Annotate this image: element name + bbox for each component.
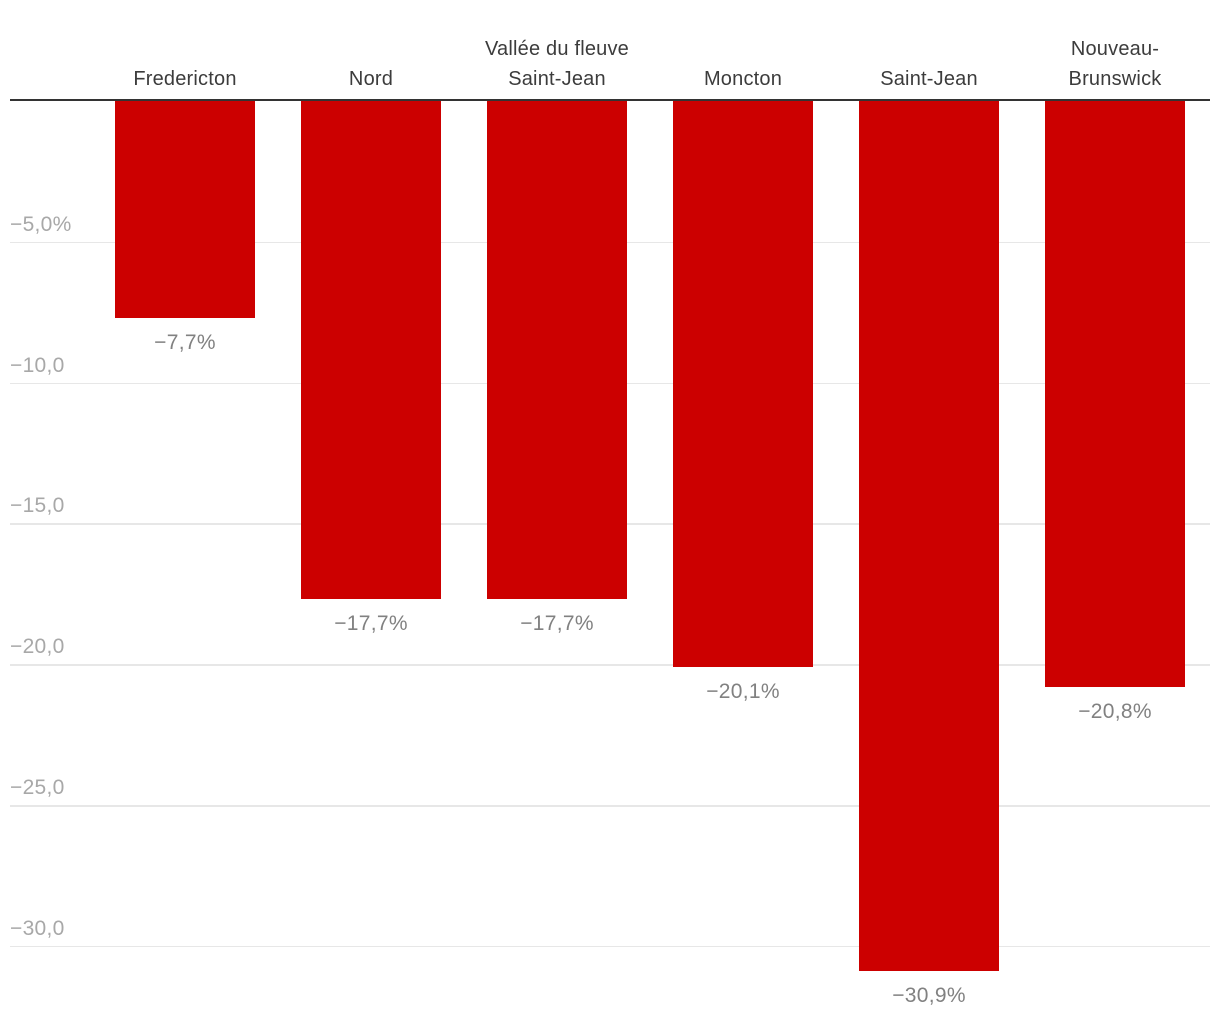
category-label-vallee-du-fleuve-saint-jean: Vallée du fleuve Saint-Jean <box>484 38 630 90</box>
bar-value-label: −20,1% <box>706 680 780 703</box>
y-tick-label: −25,0 <box>10 776 65 799</box>
bar-value-label: −20,8% <box>1078 699 1152 723</box>
y-tick-label: −5,0% <box>10 212 72 236</box>
category-label-moncton: Moncton <box>703 68 783 90</box>
bar-nord <box>301 101 441 600</box>
bar-vallee-du-fleuve-saint-jean <box>487 101 627 600</box>
bar-value-label: −7,7% <box>154 330 216 354</box>
bar-fredericton <box>115 101 255 318</box>
bar-value-label: −17,7% <box>520 612 594 636</box>
y-tick-label: −20,0 <box>10 635 65 659</box>
bar-value-label: −17,7% <box>334 612 408 636</box>
category-label-nouveau-brunswick: Nouveau-Brunswick <box>1068 38 1162 90</box>
bar-saint-jean <box>859 101 999 972</box>
bar-moncton <box>673 101 813 667</box>
category-label-nord: Nord <box>348 68 394 90</box>
category-label-fredericton: Fredericton <box>133 68 237 90</box>
y-tick-label: −10,0 <box>10 353 65 377</box>
bar-value-label: −30,9% <box>892 984 966 1008</box>
gridline <box>10 664 1210 666</box>
gridline <box>10 805 1210 807</box>
y-tick-label: −30,0 <box>10 916 65 940</box>
category-label-saint-jean: Saint-Jean <box>880 68 978 90</box>
y-tick-label: −15,0 <box>10 494 65 518</box>
bar-nouveau-brunswick <box>1045 101 1185 687</box>
x-axis-line <box>10 98 1210 101</box>
gridline <box>10 945 1210 948</box>
